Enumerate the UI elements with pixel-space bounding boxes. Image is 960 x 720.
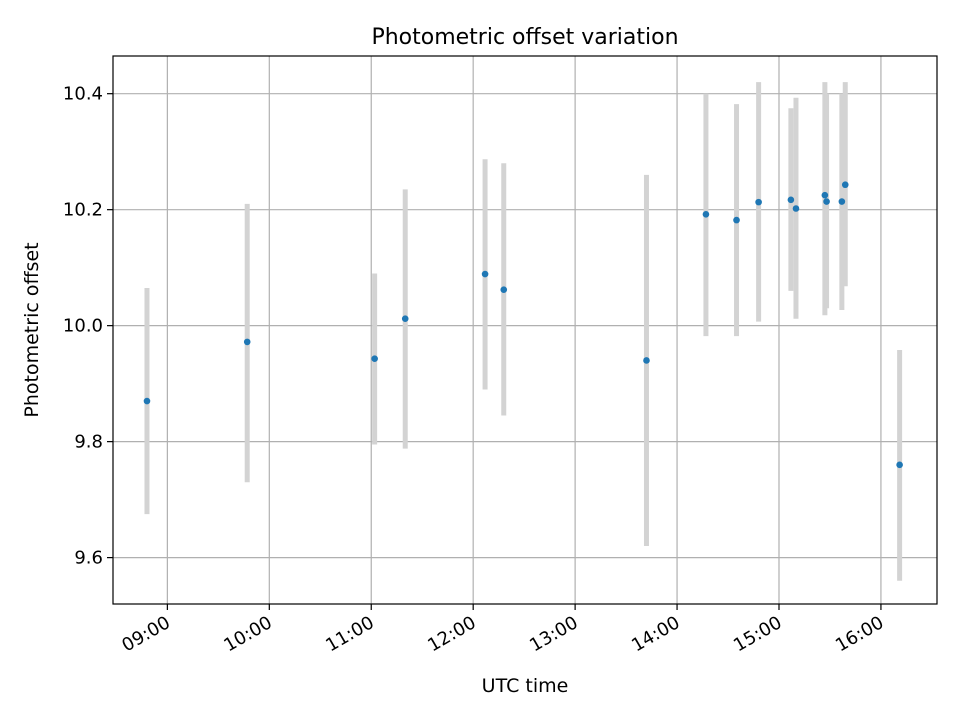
x-tick-label: 09:00 <box>118 612 173 656</box>
data-point <box>243 338 251 346</box>
grid-layer <box>113 56 937 604</box>
data-point <box>733 216 740 224</box>
y-tick-label: 9.8 <box>74 432 103 453</box>
data-point <box>143 397 151 405</box>
x-tick-label: 12:00 <box>424 612 479 656</box>
x-tick-label: 16:00 <box>832 612 887 656</box>
data-point <box>401 315 409 322</box>
x-tick-label: 13:00 <box>526 612 581 656</box>
plot-frame <box>112 55 938 605</box>
x-axis-label: UTC time <box>482 675 569 697</box>
y-axis-label: Photometric offset <box>21 242 43 417</box>
x-tick-label: 10:00 <box>220 612 275 656</box>
data-point <box>823 198 830 205</box>
data-point <box>643 357 650 364</box>
data-point <box>371 355 378 363</box>
data-point <box>838 198 846 205</box>
data-point <box>821 191 829 199</box>
y-tick-label: 10.2 <box>63 200 103 221</box>
data-point <box>792 205 800 212</box>
data-point <box>787 196 795 204</box>
errorbar-layer <box>144 82 903 581</box>
y-tick-label: 10.4 <box>63 84 103 105</box>
data-point <box>500 286 508 293</box>
x-tick-label: 11:00 <box>322 612 377 656</box>
data-point <box>755 198 762 206</box>
y-tick-label: 9.6 <box>74 548 103 569</box>
point-layer <box>143 181 903 469</box>
x-tick-label: 14:00 <box>628 612 683 656</box>
tick-layer: 09:00 10:00 11:00 12:00 13:00 14:00 15:00 16:00… <box>63 84 888 657</box>
data-point <box>841 181 849 189</box>
data-point <box>481 270 489 278</box>
chart-title: Photometric offset variation <box>371 25 678 50</box>
y-tick-label: 10.0 <box>63 316 103 337</box>
data-point <box>896 461 903 469</box>
x-tick-label: 15:00 <box>730 612 785 656</box>
data-point <box>702 211 710 218</box>
